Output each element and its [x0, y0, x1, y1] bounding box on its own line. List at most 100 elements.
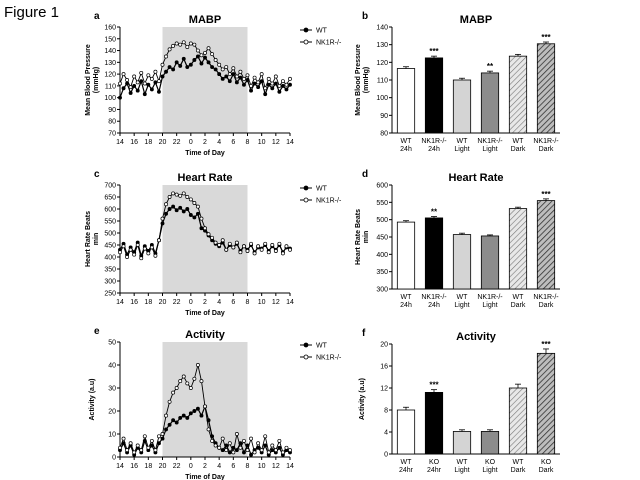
data-point [146, 73, 151, 78]
data-point [188, 62, 193, 67]
x-tick-label: 10 [258, 299, 266, 306]
data-point [227, 79, 232, 84]
y-axis-label: Mean Blood Pressure [355, 44, 362, 116]
data-point [167, 422, 172, 427]
y-axis-label-group: Heart Rate Beats min [85, 211, 100, 267]
data-point [231, 72, 236, 77]
data-point [210, 438, 215, 443]
significance-marker: *** [541, 190, 551, 199]
y-tick-label: 160 [104, 25, 116, 32]
x-tick-label: 6 [231, 299, 235, 306]
data-point [266, 76, 271, 81]
significance-marker: *** [429, 47, 439, 56]
data-point [242, 244, 246, 249]
data-point [263, 86, 268, 91]
data-point [224, 448, 229, 453]
category-label: NK1R-/- [533, 294, 559, 301]
legend-entry: WT [316, 28, 328, 35]
y-axis-label: Activity (a.u) [89, 378, 96, 420]
data-point [210, 52, 215, 57]
y-tick-label: 140 [104, 48, 116, 55]
panel-letter: c [94, 169, 100, 180]
category-label: WT [513, 294, 525, 301]
y-tick-label: 300 [104, 279, 116, 286]
x-tick-label: 2 [203, 463, 207, 470]
category-label: KO [429, 459, 440, 466]
line-chart-e: 0 10 20 30 40 50 14 16 18 20 22 0 2 4 6 8 10 12 14 Activity… [89, 326, 342, 480]
y-axis-label: Mean Blood Pressure [85, 44, 92, 116]
significance-marker: ** [431, 208, 438, 217]
x-tick-label: 18 [144, 463, 152, 470]
chart-title: Activity [185, 329, 226, 341]
data-point [231, 66, 236, 71]
x-tick-label: 14 [116, 299, 124, 306]
category-label: Dark [511, 467, 526, 474]
y-tick-label: 130 [104, 60, 116, 67]
x-tick-label: 12 [272, 463, 280, 470]
data-point [284, 87, 289, 92]
chart-title: Activity [456, 331, 497, 343]
category-label: 24hr [427, 467, 442, 474]
x-tick-label: 18 [144, 299, 152, 306]
data-point [153, 80, 158, 85]
y-tick-label: 90 [380, 113, 388, 120]
data-point [185, 195, 190, 199]
data-point [256, 441, 261, 446]
x-tick-label: 10 [258, 463, 266, 470]
x-tick-label: 2 [203, 139, 207, 146]
legend-entry: NK1R-/- [316, 198, 342, 205]
x-tick-label: 8 [246, 139, 250, 146]
data-point [213, 58, 218, 62]
data-point [238, 75, 243, 80]
category-label: 24h [400, 302, 412, 309]
data-point [178, 193, 183, 198]
data-point [220, 238, 225, 243]
data-point [256, 80, 261, 85]
data-point [238, 445, 243, 450]
data-point [277, 241, 282, 246]
data-point [167, 65, 172, 69]
data-point [142, 81, 147, 86]
data-point [242, 438, 246, 443]
data-point [128, 441, 133, 446]
y-axis-label-group: Activity (a.u) [359, 378, 366, 420]
y-tick-label: 20 [108, 409, 116, 416]
data-point [280, 450, 285, 455]
data-point [227, 72, 232, 77]
data-point [128, 247, 133, 252]
x-tick-label: 12 [272, 139, 280, 146]
data-point [249, 88, 253, 93]
data-point [135, 80, 140, 85]
data-point [270, 86, 275, 91]
data-point [132, 450, 137, 455]
x-tick-label: 8 [246, 299, 250, 306]
data-point [167, 399, 172, 404]
data-point [284, 244, 289, 249]
data-point [252, 251, 257, 256]
data-point [266, 450, 271, 455]
data-point [231, 245, 236, 250]
data-point [270, 448, 275, 453]
data-point [171, 67, 176, 72]
data-point [185, 45, 190, 49]
data-point [157, 79, 161, 84]
data-point [203, 55, 207, 60]
y-axis-label: Heart Rate Beats [85, 211, 92, 267]
panel-letter: f [362, 328, 366, 339]
data-point [160, 62, 165, 67]
chart-title: MABP [460, 14, 492, 26]
chart-title: MABP [189, 14, 221, 26]
data-point [192, 42, 197, 47]
data-point [174, 192, 179, 197]
data-point [185, 381, 190, 386]
y-tick-label: 100 [104, 95, 116, 102]
data-point [164, 69, 168, 74]
data-point [217, 445, 222, 450]
data-point [195, 204, 200, 209]
data-point [227, 450, 232, 455]
category-label: KO [541, 459, 552, 466]
data-point [259, 247, 264, 252]
bar [508, 55, 528, 134]
data-point [135, 243, 140, 247]
x-tick-label: 18 [144, 139, 152, 146]
